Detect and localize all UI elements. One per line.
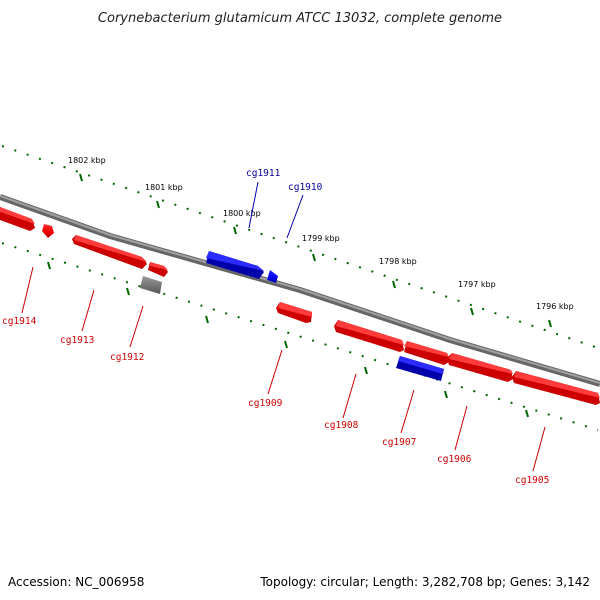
- gene-label-cg1913: cg1913: [60, 335, 94, 346]
- gene-cg1906[interactable]: [447, 353, 513, 382]
- gene-label-cg1908: cg1908: [324, 420, 359, 431]
- feature-gray[interactable]: [140, 276, 162, 294]
- gene-cg1910[interactable]: [267, 270, 278, 283]
- gene-label-cg1911: cg1911: [246, 168, 281, 179]
- tick-label-1798: 1798 kbp: [379, 257, 417, 266]
- gene-label-cg1912: cg1912: [110, 352, 144, 363]
- tick-label-1796: 1796 kbp: [536, 302, 574, 311]
- gene-cg1913[interactable]: [72, 235, 147, 269]
- gene-label-cg1906: cg1906: [437, 454, 472, 465]
- tick-label-1802: 1802 kbp: [68, 156, 106, 165]
- gene-label-cg1910: cg1910: [288, 182, 323, 193]
- topology-summary: Topology: circular; Length: 3,282,708 bp…: [259, 575, 590, 589]
- tick-label-1801: 1801 kbp: [145, 183, 183, 192]
- gene-cg1909[interactable]: [276, 302, 312, 323]
- gene-label-cg1907: cg1907: [382, 437, 416, 448]
- accession-text: Accession: NC_006958: [8, 575, 144, 589]
- gene-cg1912[interactable]: [148, 262, 168, 277]
- genome-backbone: [0, 194, 600, 387]
- label-leaders: [21, 181, 546, 472]
- gene-cg1907[interactable]: [396, 356, 444, 381]
- outer-scale-major-ticks: [79, 173, 552, 328]
- gene-cg1914-fragment[interactable]: [42, 224, 54, 238]
- tick-label-1800: 1800 kbp: [223, 209, 261, 218]
- gene-cg1908[interactable]: [334, 320, 404, 352]
- gene-cg1908b[interactable]: [404, 341, 449, 365]
- gene-label-cg1909: cg1909: [248, 398, 283, 409]
- gene-cg1914[interactable]: [0, 207, 35, 231]
- map-title: Corynebacterium glutamicum ATCC 13032, c…: [98, 11, 502, 26]
- gene-label-cg1914: cg1914: [2, 316, 37, 327]
- inner-scale-major-ticks: [47, 261, 529, 418]
- gene-label-cg1905: cg1905: [515, 475, 549, 486]
- inner-scale-ruler: [1, 242, 599, 431]
- tick-label-1799: 1799 kbp: [302, 234, 340, 243]
- tick-label-1797: 1797 kbp: [458, 280, 496, 289]
- outer-scale-ruler: [1, 145, 599, 349]
- gene-cg1911[interactable]: [206, 251, 264, 279]
- gene-cg1905[interactable]: [512, 371, 600, 405]
